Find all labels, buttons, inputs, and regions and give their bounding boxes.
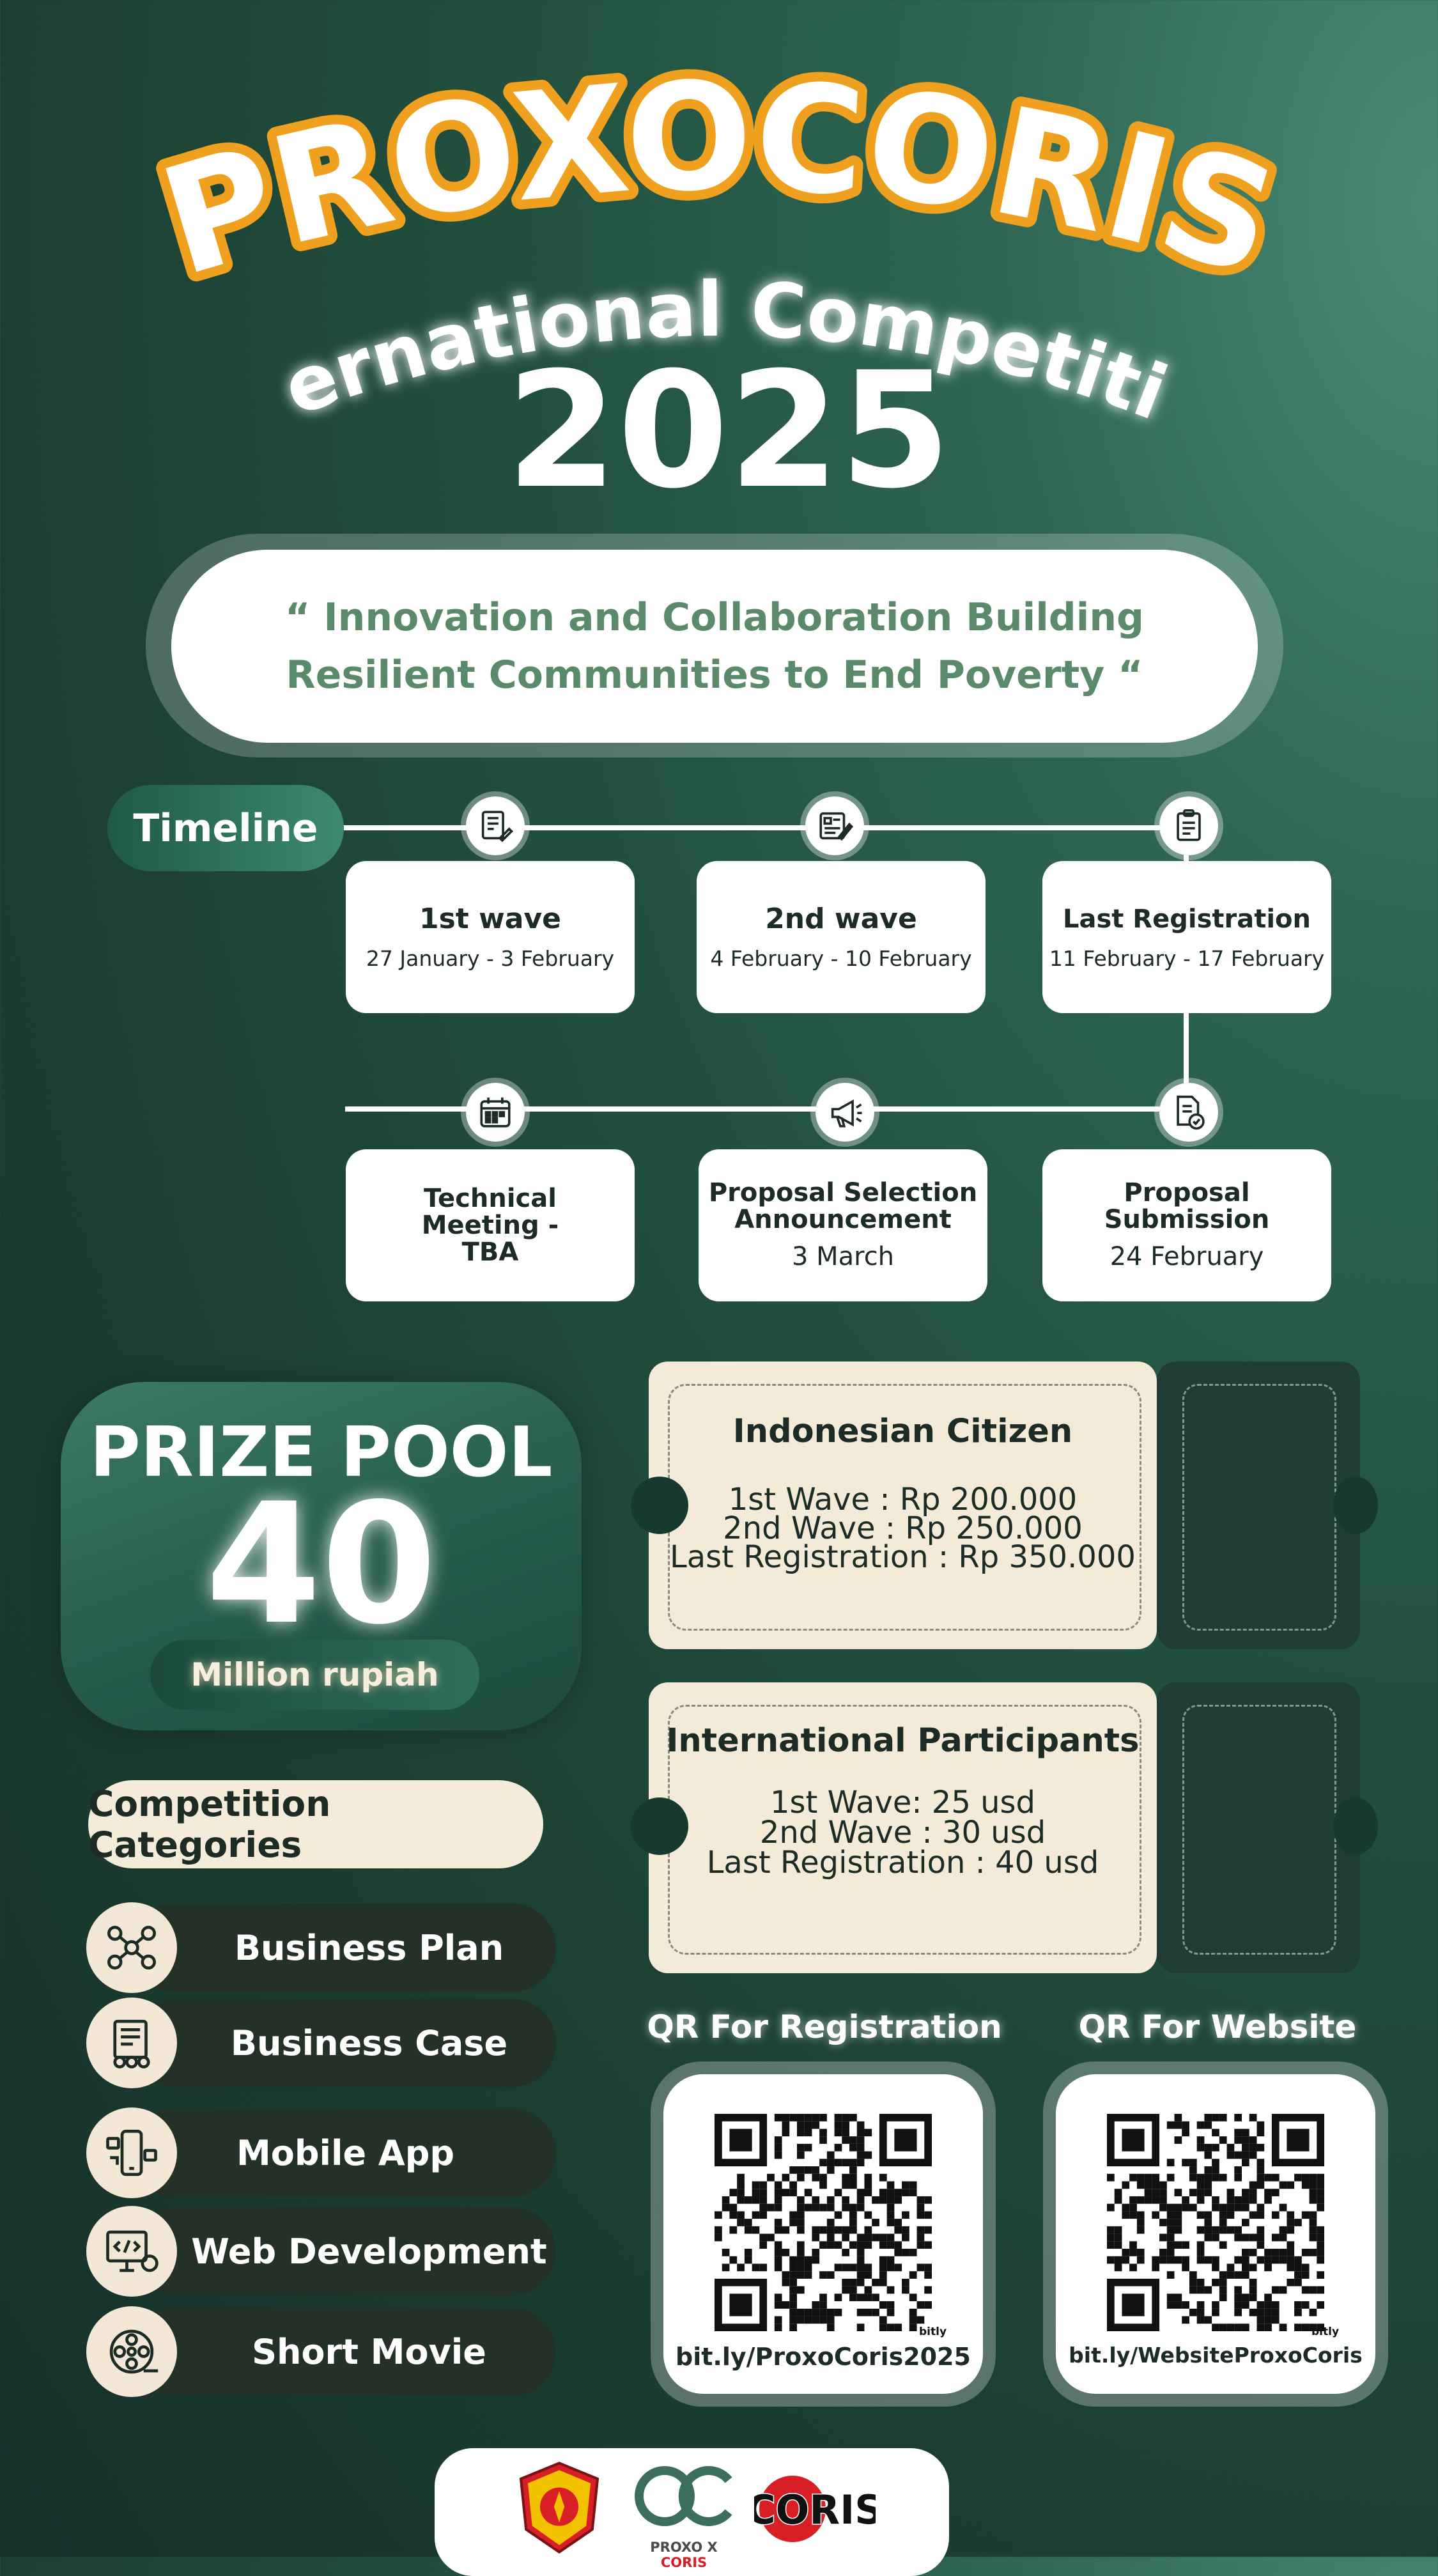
timeline-node-5 [810,1078,879,1147]
timeline-date: 24 February [1109,1242,1264,1271]
timeline-card-proposal-announcement: Proposal Selection Announcement 3 March [699,1149,987,1301]
ticket-stub-notch [1333,1477,1378,1534]
film-reel-icon [109,2329,158,2374]
timeline-date: 27 January - 3 February [366,945,615,971]
timeline-node-3 [1154,791,1223,860]
ticket-notch [631,1477,688,1534]
timeline-title: Proposal Submission [1104,1178,1270,1234]
form-pencil-icon [819,812,853,841]
qr-registration-url[interactable]: bit.ly/ProxoCoris2025 [676,2343,971,2371]
prize-pool-unit: Million rupiah [150,1640,479,1710]
timeline-card-2nd-wave: 2nd wave 4 February - 10 February [697,861,986,1013]
qr-registration-label: QR For Registration [647,2008,1002,2045]
timeline-card-technical-meeting: Technical Meeting - TBA [346,1149,635,1301]
timeline-line-top [344,825,1186,830]
ticket-stub-notch [1333,1797,1378,1855]
document-check-icon [1177,1096,1205,1130]
timeline-title: 2nd wave [765,902,917,935]
ticket-stub-dashed-border [1182,1705,1336,1955]
timeline-node-2 [800,791,869,860]
qr-code-website[interactable] [1107,2114,1324,2331]
timeline-label: Timeline [107,785,344,871]
fee-line: Last Registration : 40 usd [706,1845,1099,1881]
checklist-pen-icon [481,811,513,842]
ticket-body [649,1682,1157,1973]
timeline-node-1 [461,791,530,860]
category-label: Business Plan [131,1904,556,1992]
bitly-badge: bitly [919,2325,947,2338]
timeline-title: Proposal Selection Announcement [708,1178,978,1234]
clipboard-list-icon [1177,809,1201,841]
fee-line: 1st Wave : Rp 200.000 [728,1482,1078,1517]
timeline-node-6 [461,1078,530,1147]
coris-logo: CORIS [754,2476,876,2542]
qr-registration-card[interactable]: bitly bit.ly/ProxoCoris2025 [651,2061,996,2407]
slogan-text: “ Innovation and Collaboration Building … [285,595,1144,697]
footer-logo-bar: PROXO X CORIS CORIS [435,2448,949,2576]
fee-line: 2nd Wave : 30 usd [759,1815,1046,1851]
fee-title: International Participants [666,1722,1140,1760]
qr-code-registration[interactable] [715,2114,932,2331]
svg-text:CORIS: CORIS [754,2487,876,2533]
qr-website-label: QR For Website [1078,2008,1357,2045]
fee-line: 1st Wave: 25 usd [769,1785,1036,1820]
timeline-node-4 [1154,1078,1223,1147]
competition-categories-header: Competition Categories [88,1780,543,1868]
slogan-banner: “ Innovation and Collaboration Building … [171,550,1258,743]
category-label: Business Case [131,1999,556,2087]
ticket-stub [1157,1362,1378,1649]
category-label: Mobile App [131,2109,556,2197]
category-business-case: Business Case [86,1998,556,2088]
timeline-date: 4 February - 10 February [710,945,972,971]
calendar-icon [480,1098,511,1128]
ticket-body [649,1362,1157,1649]
ticket-stub [1157,1682,1378,1973]
prize-pool-title: PRIZE POOL [89,1413,553,1493]
timeline-line-bottom [345,1106,1186,1112]
business-plan-icon [107,1925,156,1970]
timeline-title: Technical Meeting - TBA [421,1184,559,1267]
timeline-date: 11 February - 17 February [1049,945,1325,971]
category-mobile-app: Mobile App [86,2107,556,2198]
title-year: 2025 [506,338,951,524]
qr-website-url[interactable]: bit.ly/WebsiteProxoCoris [1069,2343,1363,2368]
prize-pool-amount: 40 [205,1468,437,1661]
footer-caption: PROXO X CORIS [650,2540,718,2570]
timeline-title: Last Registration [1062,904,1311,934]
fee-title: Indonesian Citizen [732,1413,1073,1450]
university-seal-logo [519,2462,599,2554]
category-label: Web Development [131,2207,556,2295]
mobile-app-icon [106,2129,157,2176]
bitly-badge: bitly [1311,2325,1340,2338]
megaphone-icon [831,1099,862,1128]
ticket-stub-dashed-border [1182,1384,1336,1631]
timeline-title: 1st wave [419,902,562,935]
timeline-date: 3 March [791,1242,895,1271]
business-case-icon [113,2019,150,2068]
ticket-notch [631,1797,688,1855]
timeline-card-last-registration: Last Registration 11 February - 17 Febru… [1042,861,1331,1013]
timeline-card-1st-wave: 1st wave 27 January - 3 February [346,861,635,1013]
category-business-plan: Business Plan [86,1902,556,1993]
fee-line: 2nd Wave : Rp 250.000 [723,1510,1083,1546]
event-title: PROXOCORIS International Competition 202… [0,0,1303,524]
proxo-logo [635,2466,732,2526]
timeline-card-proposal-submission: Proposal Submission 24 February [1042,1149,1331,1301]
web-development-icon [106,2230,158,2272]
category-short-movie: Short Movie [86,2306,556,2397]
category-label: Short Movie [131,2308,556,2396]
qr-website-card[interactable]: bitly bit.ly/WebsiteProxoCoris [1043,2061,1388,2407]
category-web-development: Web Development [86,2206,556,2297]
fee-line: Last Registration : Rp 350.000 [670,1539,1136,1575]
